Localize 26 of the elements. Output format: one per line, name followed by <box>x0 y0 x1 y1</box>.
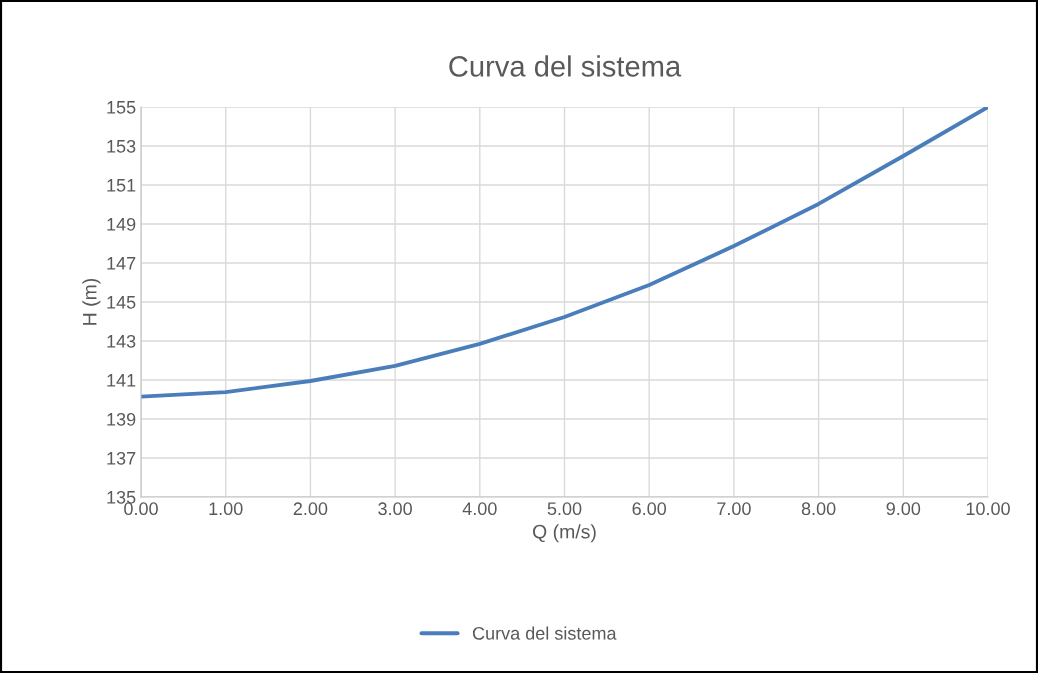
x-tick-label: 3.00 <box>378 502 412 516</box>
x-tick-label: 6.00 <box>632 502 667 516</box>
chart-title: Curva del sistema <box>449 55 682 77</box>
y-tick-label: 147 <box>107 257 136 270</box>
y-axis-title: H (m) <box>82 278 101 325</box>
y-tick-label: 135 <box>107 490 136 504</box>
x-tick-label: 4.00 <box>462 502 497 516</box>
y-tick-label: 151 <box>107 179 136 192</box>
y-tick-label: 145 <box>107 296 136 309</box>
x-tick-label: 5.00 <box>547 502 582 516</box>
x-tick-label: 8.00 <box>801 502 836 516</box>
y-tick-label: 153 <box>107 139 136 153</box>
x-tick-label: 9.00 <box>886 502 921 516</box>
x-axis-title: Q (m/s) <box>533 524 596 543</box>
x-tick-label: 0.00 <box>124 502 158 516</box>
x-tick-label: 7.00 <box>717 502 751 516</box>
y-tick-label: 139 <box>107 412 136 426</box>
y-tick-label: 141 <box>107 374 136 387</box>
legend-label: Curva del sistema <box>472 626 617 640</box>
y-tick-label: 143 <box>107 334 136 348</box>
y-tick-label: 149 <box>107 217 136 231</box>
x-tick-label: 2.00 <box>293 502 328 516</box>
y-tick-label: 137 <box>107 451 136 465</box>
x-tick-label: 10.00 <box>966 502 1010 516</box>
x-tick-label: 1.00 <box>209 502 243 516</box>
y-tick-label: 155 <box>107 101 136 114</box>
